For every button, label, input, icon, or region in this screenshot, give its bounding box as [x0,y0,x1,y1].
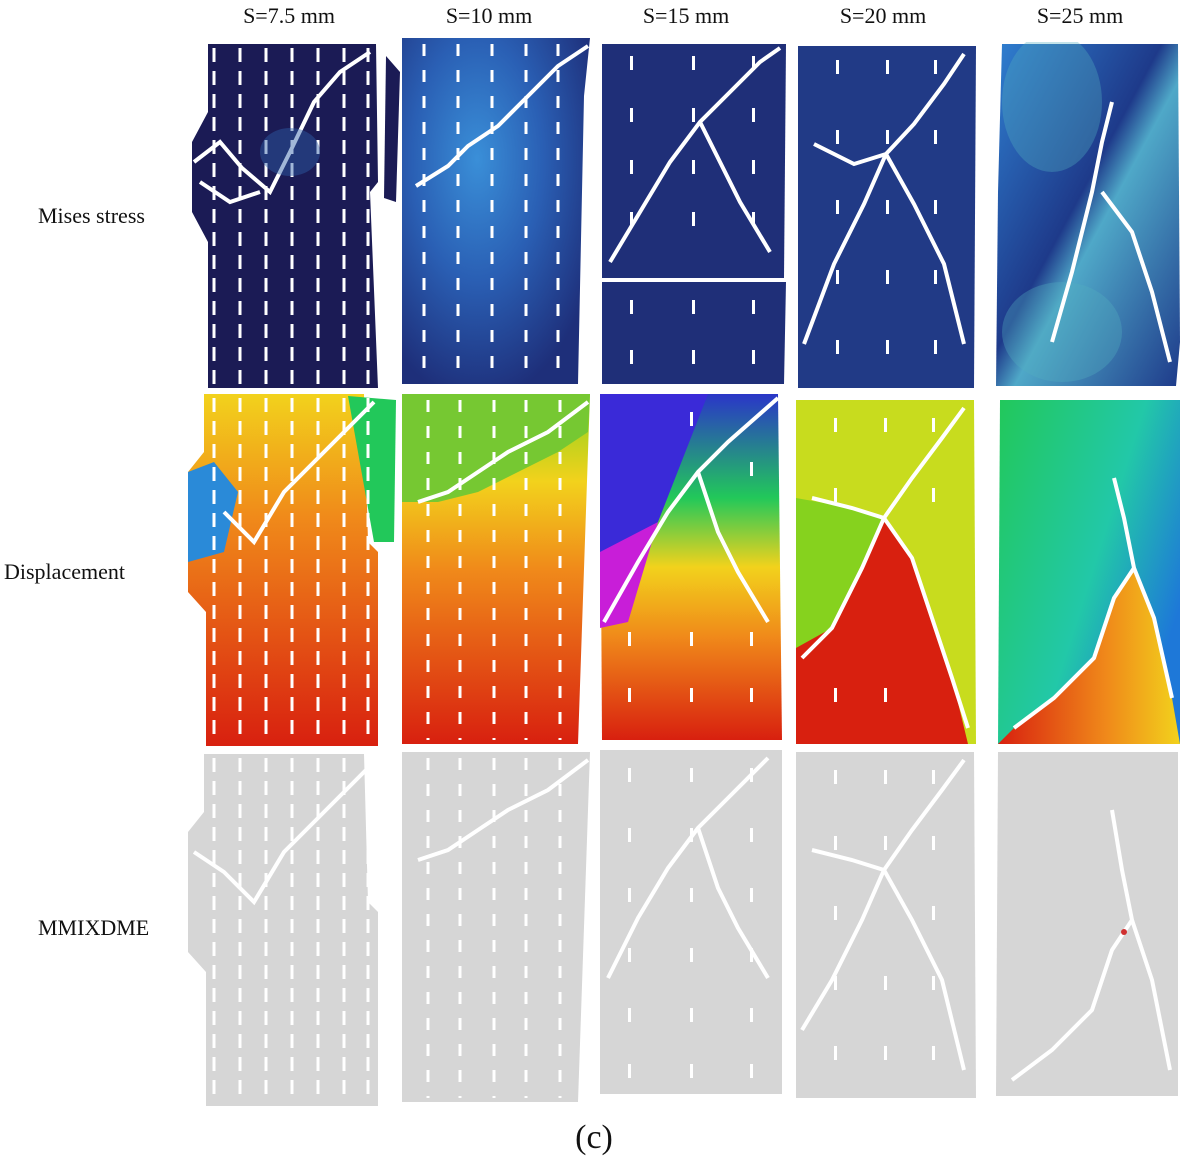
mises-stress-panel-s-25 [996,42,1180,386]
mmixdme-panel-s-10 [402,752,590,1102]
displacement-panel-s-10 [402,394,590,744]
mises-stress-panel-s-10 [402,38,590,384]
displacement-panel-s-25 [998,400,1180,744]
column-label-s-25: S=25 mm [1036,3,1124,28]
figure-caption: (c) [575,1119,613,1156]
mises-stress-panel-s-15 [602,44,786,278]
displacement-panel-s-15 [600,394,782,740]
displacement-panel-s-7-5 [188,394,396,746]
mmixdme-panel-s-20 [796,752,976,1098]
row-label-displacement: Displacement [4,559,125,584]
row-label-mmixdme: MMIXDME [38,915,150,940]
column-label-s-15: S=15 mm [642,3,730,28]
column-label-s-10: S=10 mm [445,3,533,28]
displacement-panel-s-20 [796,400,976,744]
mmixdme-panel-s-25 [996,752,1178,1096]
mises-stress-panel-s-7-5 [192,44,400,388]
mises-stress-panel-s-15-lower [602,282,786,384]
column-label-s-7-5: S=7.5 mm [243,3,335,28]
column-label-s-20: S=20 mm [839,3,927,28]
mmixdme-panel-s-15 [600,750,782,1094]
mises-stress-panel-s-20 [798,46,976,388]
mmixdme-panel-s-7-5 [188,754,378,1106]
row-label-mises-stress: Mises stress [38,203,145,228]
